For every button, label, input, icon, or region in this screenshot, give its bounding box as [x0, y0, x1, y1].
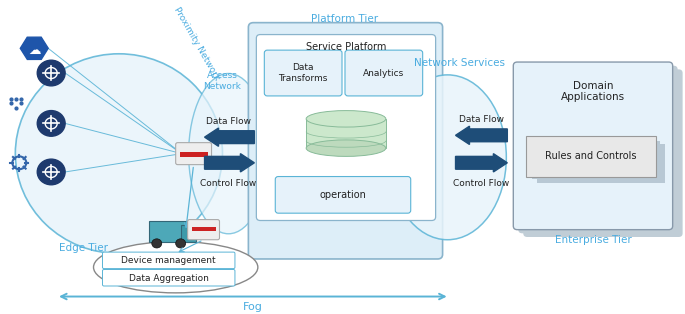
Circle shape	[152, 239, 162, 248]
Text: Network Services: Network Services	[414, 58, 505, 68]
Ellipse shape	[306, 111, 386, 127]
FancyBboxPatch shape	[345, 50, 423, 96]
Text: Data
Transforms: Data Transforms	[279, 63, 328, 83]
FancyArrow shape	[456, 154, 508, 172]
Text: ☁: ☁	[28, 44, 40, 57]
FancyBboxPatch shape	[149, 221, 194, 241]
FancyBboxPatch shape	[526, 136, 656, 176]
Text: Data Flow: Data Flow	[206, 117, 251, 126]
FancyBboxPatch shape	[256, 35, 436, 220]
FancyBboxPatch shape	[103, 269, 235, 286]
Text: operation: operation	[320, 190, 366, 200]
FancyBboxPatch shape	[192, 227, 216, 231]
Ellipse shape	[94, 241, 258, 293]
Text: Proximity Network: Proximity Network	[172, 5, 221, 82]
Ellipse shape	[188, 73, 269, 234]
FancyArrow shape	[205, 154, 254, 172]
Text: Analytics: Analytics	[363, 68, 404, 78]
FancyBboxPatch shape	[181, 225, 196, 241]
FancyBboxPatch shape	[306, 119, 386, 148]
Circle shape	[175, 239, 186, 248]
FancyBboxPatch shape	[103, 252, 235, 268]
Text: Service Platform: Service Platform	[306, 42, 386, 52]
Ellipse shape	[306, 140, 386, 156]
Text: Rules and Controls: Rules and Controls	[545, 151, 637, 161]
Text: Domain
Applications: Domain Applications	[561, 81, 625, 102]
FancyBboxPatch shape	[264, 50, 342, 96]
Text: Fog: Fog	[242, 302, 262, 312]
Ellipse shape	[389, 75, 506, 240]
FancyBboxPatch shape	[275, 176, 411, 213]
Text: Data Flow: Data Flow	[459, 115, 504, 124]
FancyBboxPatch shape	[188, 219, 219, 240]
FancyBboxPatch shape	[175, 143, 212, 165]
FancyArrow shape	[456, 126, 508, 144]
FancyBboxPatch shape	[523, 69, 683, 237]
Text: Control Flow: Control Flow	[200, 179, 257, 188]
FancyArrow shape	[205, 128, 254, 146]
FancyBboxPatch shape	[513, 62, 673, 230]
Text: Platform Tier: Platform Tier	[312, 14, 379, 24]
Text: Access
Network: Access Network	[203, 71, 241, 91]
Text: Enterprise Tier: Enterprise Tier	[555, 235, 632, 245]
FancyBboxPatch shape	[519, 66, 677, 233]
Text: Control Flow: Control Flow	[453, 179, 510, 188]
Text: Device management: Device management	[121, 256, 216, 265]
Circle shape	[37, 60, 65, 86]
FancyBboxPatch shape	[537, 144, 664, 183]
FancyBboxPatch shape	[179, 152, 208, 157]
FancyBboxPatch shape	[532, 141, 660, 179]
Text: Edge Tier: Edge Tier	[58, 243, 108, 253]
Ellipse shape	[15, 54, 223, 253]
Text: Data Aggregation: Data Aggregation	[129, 274, 209, 283]
Circle shape	[37, 111, 65, 136]
Circle shape	[37, 159, 65, 185]
FancyBboxPatch shape	[249, 23, 443, 259]
